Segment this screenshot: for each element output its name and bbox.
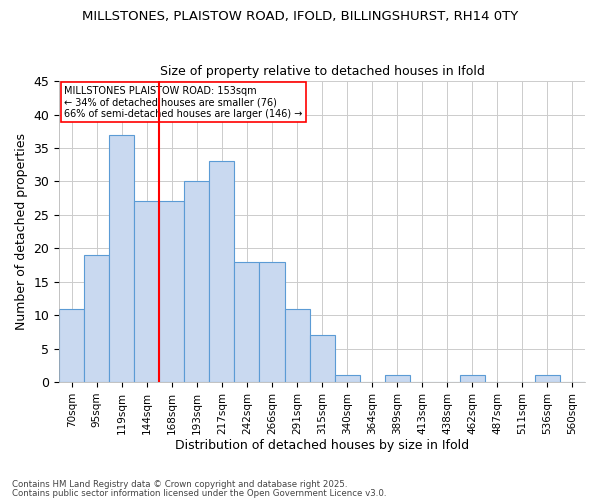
Text: MILLSTONES, PLAISTOW ROAD, IFOLD, BILLINGSHURST, RH14 0TY: MILLSTONES, PLAISTOW ROAD, IFOLD, BILLIN… (82, 10, 518, 23)
Text: Contains public sector information licensed under the Open Government Licence v3: Contains public sector information licen… (12, 488, 386, 498)
Bar (310, 336, 335, 382)
Text: Contains HM Land Registry data © Crown copyright and database right 2025.: Contains HM Land Registry data © Crown c… (12, 480, 347, 489)
Bar (460, 376, 485, 382)
Bar (109, 134, 134, 382)
Bar (535, 376, 560, 382)
Bar (335, 376, 359, 382)
Text: MILLSTONES PLAISTOW ROAD: 153sqm
← 34% of detached houses are smaller (76)
66% o: MILLSTONES PLAISTOW ROAD: 153sqm ← 34% o… (64, 86, 303, 119)
Bar (209, 162, 235, 382)
X-axis label: Distribution of detached houses by size in Ifold: Distribution of detached houses by size … (175, 440, 469, 452)
Bar (259, 262, 284, 382)
Bar (385, 376, 410, 382)
Title: Size of property relative to detached houses in Ifold: Size of property relative to detached ho… (160, 66, 485, 78)
Bar (59, 308, 84, 382)
Bar (84, 255, 109, 382)
Bar (235, 262, 259, 382)
Y-axis label: Number of detached properties: Number of detached properties (15, 133, 28, 330)
Bar (134, 202, 160, 382)
Bar (284, 308, 310, 382)
Bar (184, 182, 209, 382)
Bar (160, 202, 184, 382)
